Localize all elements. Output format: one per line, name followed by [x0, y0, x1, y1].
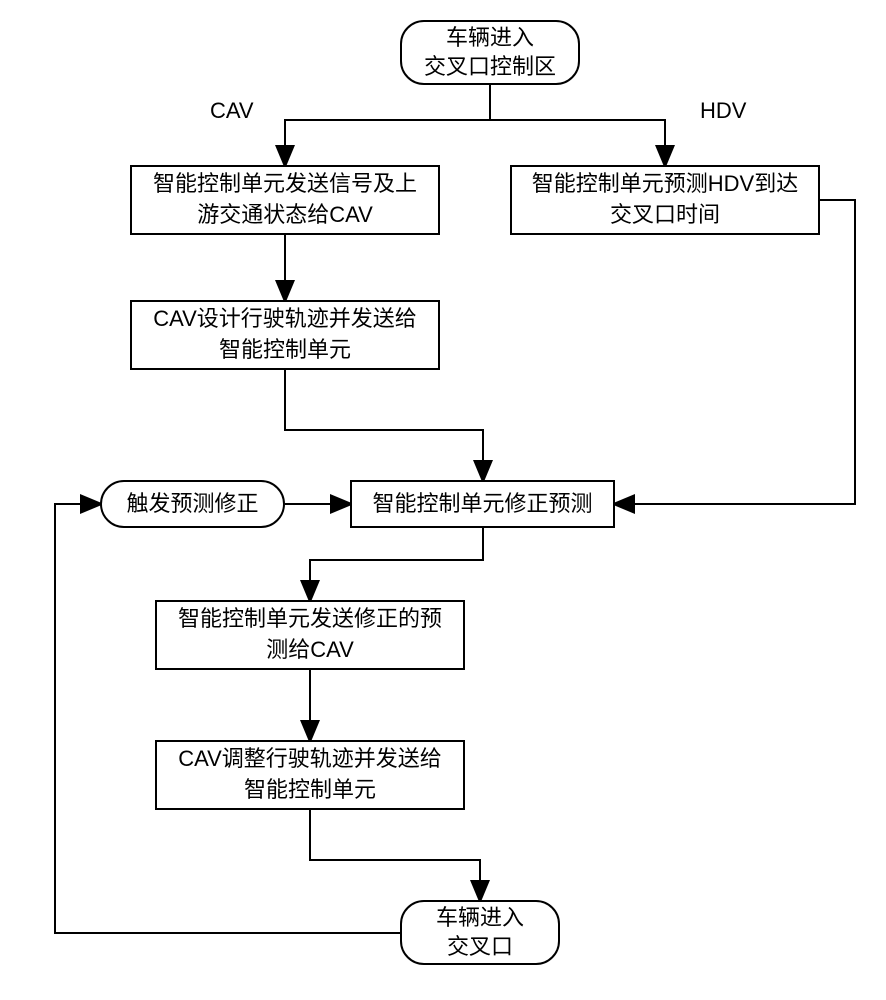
start-node: 车辆进入 交叉口控制区	[400, 20, 580, 85]
start-line1: 车辆进入	[446, 24, 534, 53]
cav-design-node: CAV设计行驶轨迹并发送给 智能控制单元	[130, 300, 440, 370]
edge-label-cav: CAV	[210, 98, 254, 124]
label-cav-text: CAV	[210, 98, 254, 123]
start-line2: 交叉口控制区	[424, 53, 556, 82]
end-line2: 交叉口	[447, 933, 513, 962]
send-correct-node: 智能控制单元发送修正的预 测给CAV	[155, 600, 465, 670]
label-hdv-text: HDV	[700, 98, 746, 123]
send-correct-line2: 测给CAV	[266, 635, 354, 666]
trigger-line1: 触发预测修正	[126, 490, 258, 519]
cav-design-line1: CAV设计行驶轨迹并发送给	[153, 304, 417, 335]
end-line1: 车辆进入	[436, 904, 524, 933]
end-node: 车辆进入 交叉口	[400, 900, 560, 965]
hdv-predict-node: 智能控制单元预测HDV到达 交叉口时间	[510, 165, 820, 235]
trigger-node: 触发预测修正	[100, 480, 285, 528]
correct-node: 智能控制单元修正预测	[350, 480, 615, 528]
cav-adjust-line1: CAV调整行驶轨迹并发送给	[178, 744, 442, 775]
cav-design-line2: 智能控制单元	[219, 335, 351, 366]
cav-adjust-line2: 智能控制单元	[244, 775, 376, 806]
cav-signal-line2: 游交通状态给CAV	[197, 200, 373, 231]
correct-line1: 智能控制单元修正预测	[372, 489, 592, 520]
cav-adjust-node: CAV调整行驶轨迹并发送给 智能控制单元	[155, 740, 465, 810]
edge-label-hdv: HDV	[700, 98, 746, 124]
cav-signal-line1: 智能控制单元发送信号及上	[153, 169, 417, 200]
hdv-predict-line1: 智能控制单元预测HDV到达	[532, 169, 798, 200]
cav-signal-node: 智能控制单元发送信号及上 游交通状态给CAV	[130, 165, 440, 235]
hdv-predict-line2: 交叉口时间	[610, 200, 720, 231]
send-correct-line1: 智能控制单元发送修正的预	[178, 604, 442, 635]
